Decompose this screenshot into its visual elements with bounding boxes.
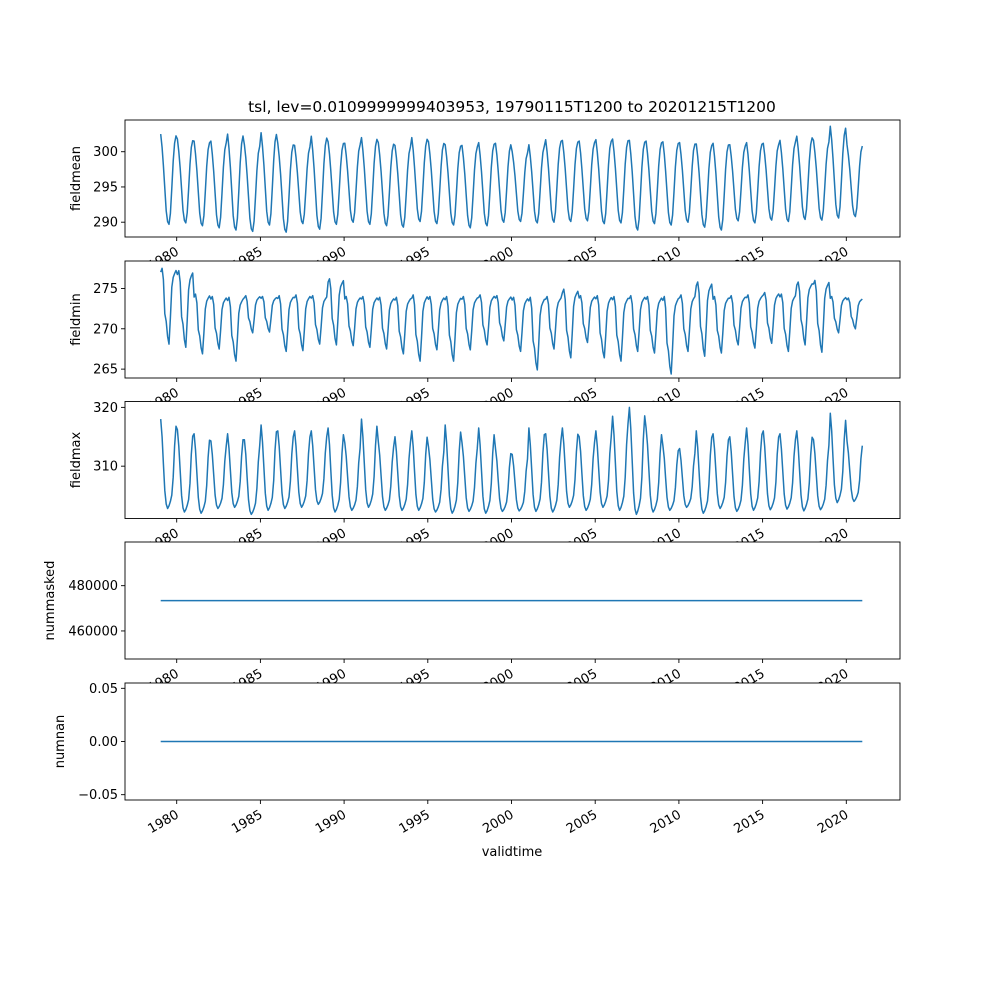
y-axis-label: nummasked — [43, 561, 58, 641]
y-tick-label: 295 — [93, 180, 118, 195]
y-tick-label: 460000 — [68, 624, 118, 639]
y-tick-label: 320 — [93, 401, 118, 416]
x-tick-label: 2005 — [564, 807, 600, 837]
y-axis-label: fieldmean — [69, 146, 84, 211]
y-tick-label: 275 — [93, 282, 118, 297]
x-tick-label: 1980 — [146, 807, 182, 837]
x-tick-label: 1990 — [313, 807, 349, 837]
x-tick-label: 1985 — [229, 807, 265, 837]
axes-frame — [124, 541, 901, 660]
x-tick-label: 2015 — [731, 807, 767, 837]
y-axis-label: numnan — [53, 715, 68, 769]
y-tick-label: 270 — [93, 322, 118, 337]
y-tick-label: −0.05 — [78, 788, 118, 803]
y-tick-label: 310 — [93, 460, 118, 475]
series-line-fieldmax — [159, 406, 864, 516]
x-tick-label: 1995 — [397, 807, 433, 837]
y-tick-label: 265 — [93, 363, 118, 378]
y-tick-label: 300 — [93, 145, 118, 160]
series-line-fieldmean — [159, 125, 864, 233]
y-tick-label: 0.00 — [89, 735, 118, 750]
y-axis-label: fieldmin — [69, 293, 84, 346]
x-tick-label: 2020 — [815, 807, 851, 837]
y-tick-label: 290 — [93, 216, 118, 231]
series-line-fieldmin — [159, 267, 863, 375]
x-tick-label: 2000 — [480, 807, 516, 837]
y-tick-label: 0.05 — [89, 682, 118, 697]
x-axis-label: validtime — [482, 845, 543, 860]
chart-title: tsl, lev=0.0109999999403953, 19790115T12… — [248, 98, 776, 116]
x-tick-label: 2010 — [648, 807, 684, 837]
panel-numnan: −0.05 0.00 0.05 numnan 1980 1985 1990 1995 2000 2… — [53, 682, 901, 837]
y-tick-label: 480000 — [68, 579, 118, 594]
axes-frame — [124, 401, 901, 519]
axes-frame — [124, 260, 901, 379]
axes-frame — [124, 119, 901, 238]
y-axis-label: fieldmax — [69, 432, 84, 489]
